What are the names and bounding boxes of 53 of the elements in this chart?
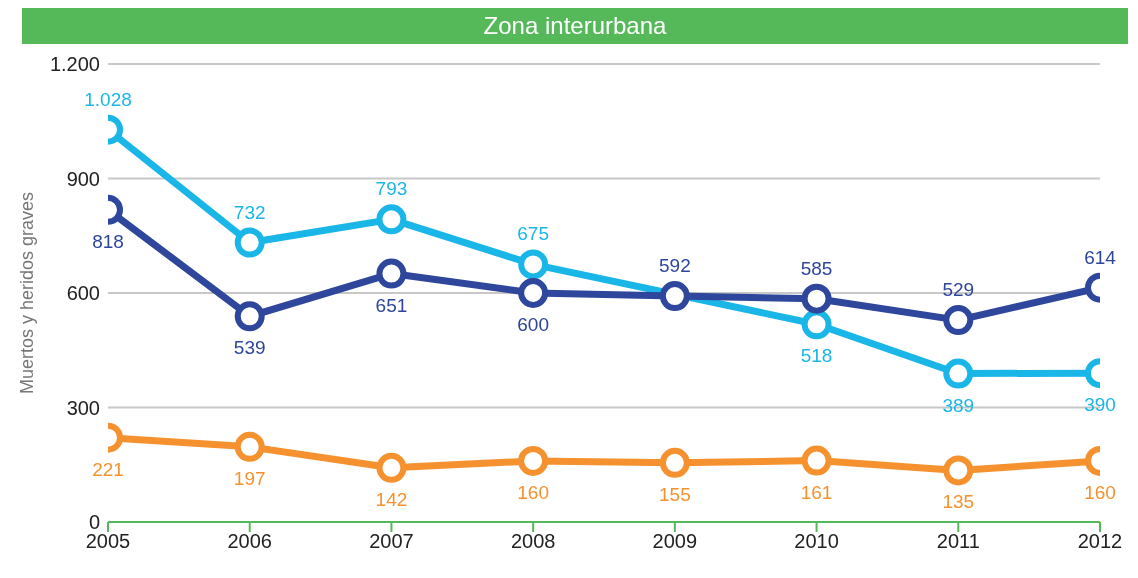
data-label: 197	[233, 467, 266, 489]
point	[659, 281, 690, 312]
point	[376, 258, 407, 289]
y-tick-label: 1.200	[49, 53, 100, 76]
point	[518, 249, 549, 280]
point	[801, 309, 832, 340]
point	[659, 447, 690, 478]
point	[376, 204, 407, 235]
x-tick-label: 2007	[369, 530, 414, 553]
point	[234, 301, 265, 332]
data-label: 732	[233, 201, 266, 223]
data-label: 518	[800, 345, 833, 367]
data-label: 793	[375, 178, 408, 200]
data-label: 592	[659, 255, 691, 277]
data-label: 539	[233, 337, 266, 359]
data-label: 155	[659, 483, 691, 505]
x-tick-label: 2011	[936, 530, 980, 553]
point	[801, 283, 832, 314]
point	[943, 358, 974, 389]
x-tick-label: 2010	[794, 530, 839, 553]
data-label: 585	[800, 257, 833, 279]
y-tick-label: 300	[66, 396, 100, 419]
x-tick-label: 2008	[510, 530, 556, 553]
point	[801, 445, 832, 476]
point	[376, 452, 407, 483]
point	[234, 227, 265, 258]
data-label: 818	[92, 230, 124, 252]
chart-title: Zona interurbana	[22, 8, 1128, 44]
data-label: 160	[1084, 481, 1116, 503]
data-label: 390	[1084, 394, 1116, 416]
y-tick-label: 900	[66, 167, 100, 190]
point	[943, 305, 974, 336]
y-axis-title: Muertos y heridos graves	[17, 191, 38, 395]
data-label: 135	[942, 491, 975, 513]
x-tick-label: 2009	[652, 530, 698, 553]
data-label: 675	[517, 223, 549, 245]
point	[943, 455, 974, 486]
point	[518, 278, 549, 308]
point	[518, 445, 549, 476]
data-label: 389	[942, 394, 975, 416]
data-label: 221	[92, 458, 124, 480]
data-label: 160	[517, 481, 549, 503]
data-label: 614	[1084, 246, 1117, 268]
data-label: 1.028	[84, 88, 132, 110]
x-tick-label: 2006	[227, 530, 272, 553]
data-label: 651	[375, 294, 408, 316]
data-label: 529	[942, 279, 975, 301]
point	[234, 431, 265, 462]
y-tick-label: 600	[66, 282, 100, 305]
data-label: 161	[800, 481, 833, 503]
data-label: 142	[375, 488, 408, 510]
x-tick-label: 2012	[1077, 530, 1123, 553]
data-label: 600	[517, 314, 549, 335]
